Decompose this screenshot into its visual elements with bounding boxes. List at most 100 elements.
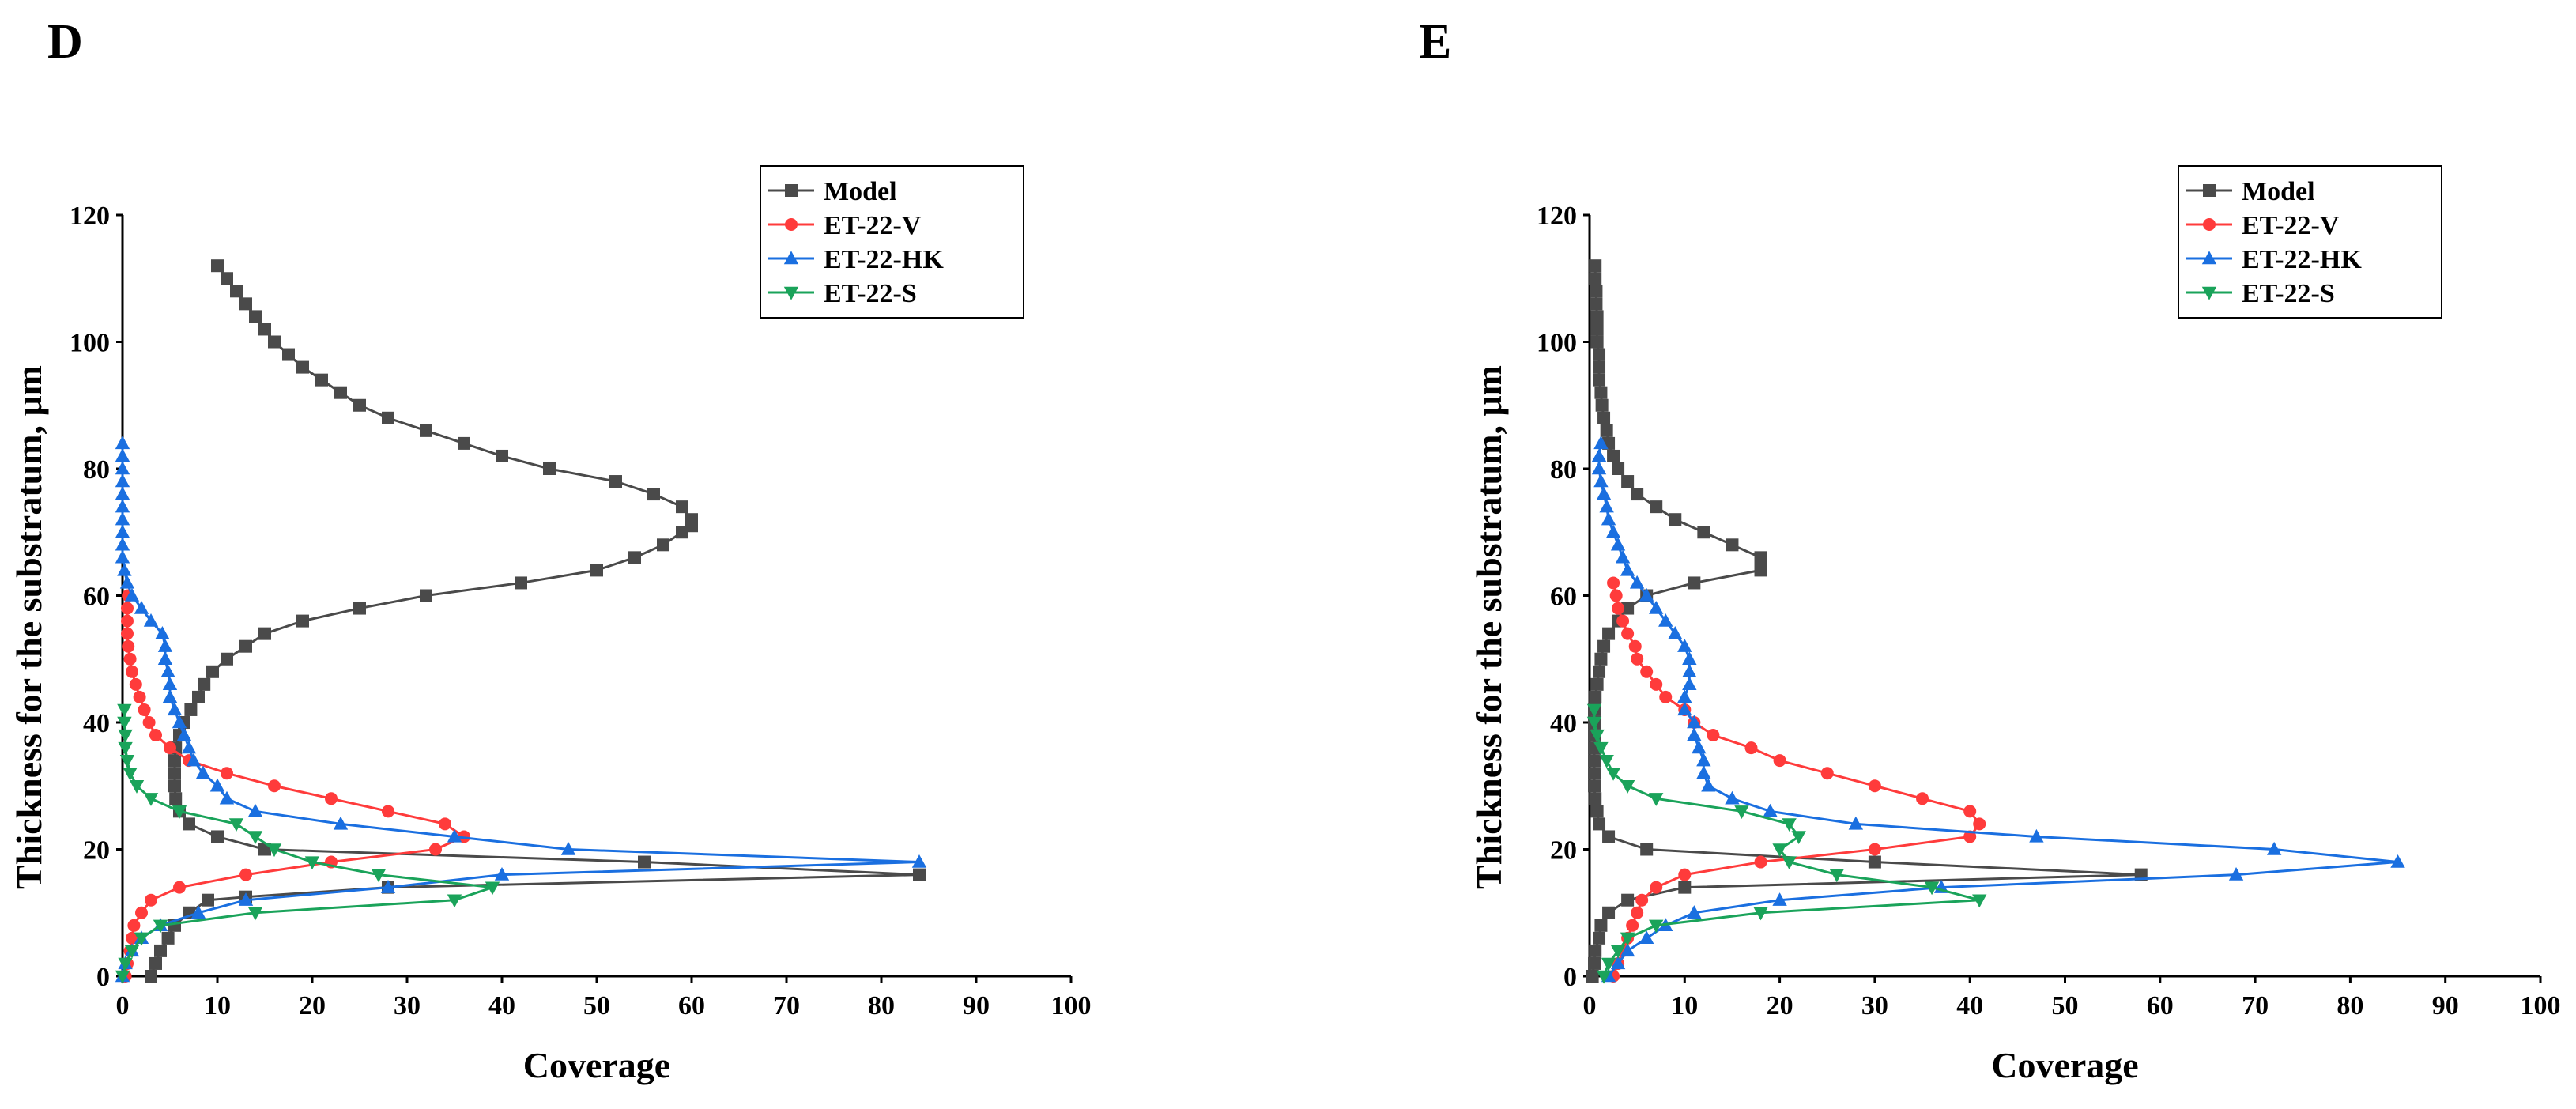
x-tick-label: 40 xyxy=(1956,991,1983,1020)
data-point xyxy=(1687,905,1702,919)
legend-label: Model xyxy=(824,177,897,206)
legend-entry: ET-22-HK xyxy=(768,245,944,274)
data-point xyxy=(1590,805,1604,818)
data-point xyxy=(296,360,309,374)
data-point xyxy=(1615,549,1631,564)
data-point xyxy=(1589,944,1602,957)
data-point xyxy=(325,792,338,805)
data-point xyxy=(162,689,178,703)
legend-label: ET-22-HK xyxy=(824,245,944,274)
data-point xyxy=(1973,817,1986,831)
data-point xyxy=(1607,576,1620,590)
data-point xyxy=(115,486,130,500)
legend-label: ET-22-HK xyxy=(2242,245,2362,274)
data-point xyxy=(447,894,462,908)
panel-e-letter: E xyxy=(1419,15,1452,69)
data-point xyxy=(1593,436,1609,450)
x-tick-label: 70 xyxy=(773,991,800,1020)
data-point xyxy=(1595,398,1609,412)
data-point xyxy=(785,218,798,231)
legend-label: Model xyxy=(2242,177,2315,206)
data-point xyxy=(429,843,442,856)
series-line xyxy=(1597,443,2400,977)
data-point xyxy=(117,562,132,576)
data-point xyxy=(195,765,211,779)
data-point xyxy=(543,462,556,475)
y-axis-label: Thickness for the substratum, μm xyxy=(9,365,49,889)
data-point xyxy=(164,741,176,755)
data-point xyxy=(118,957,133,971)
data-point xyxy=(1602,627,1616,640)
data-point xyxy=(1868,779,1881,793)
data-point xyxy=(1590,335,1604,349)
data-point xyxy=(173,881,186,894)
data-point xyxy=(192,690,205,703)
data-point xyxy=(1600,424,1613,437)
data-point xyxy=(1963,830,1977,843)
data-point xyxy=(134,932,149,946)
data-point xyxy=(1620,943,1635,957)
data-point xyxy=(1696,753,1711,767)
data-point xyxy=(1678,881,1692,894)
data-point xyxy=(1586,970,1599,983)
x-tick-label: 90 xyxy=(2432,991,2459,1020)
data-point xyxy=(1631,488,1644,501)
data-point xyxy=(172,805,187,819)
data-point xyxy=(162,677,178,691)
data-point xyxy=(211,830,224,843)
data-point xyxy=(1650,881,1663,894)
data-point xyxy=(1744,741,1758,755)
data-point xyxy=(1593,931,1606,945)
data-point xyxy=(590,564,603,577)
data-point xyxy=(186,753,202,767)
data-point xyxy=(2201,251,2217,265)
data-point xyxy=(1589,259,1602,273)
data-point xyxy=(1658,613,1673,627)
data-point xyxy=(118,729,133,743)
data-point xyxy=(157,651,173,665)
data-point xyxy=(371,869,387,883)
series-line xyxy=(1612,583,1981,977)
data-point xyxy=(209,778,225,792)
data-point xyxy=(420,424,432,437)
data-point xyxy=(1682,664,1697,677)
data-point xyxy=(133,690,146,703)
data-point xyxy=(1734,805,1749,819)
data-point xyxy=(118,741,133,756)
data-point xyxy=(268,335,281,349)
data-point xyxy=(458,436,470,450)
data-point xyxy=(1596,486,1612,500)
data-point xyxy=(1593,373,1606,387)
data-point xyxy=(123,768,138,781)
data-point xyxy=(1620,932,1635,946)
data-point xyxy=(1621,602,1635,615)
legend-entry: ET-22-HK xyxy=(2186,245,2362,274)
data-point xyxy=(1590,677,1604,691)
x-tick-label: 10 xyxy=(204,991,231,1020)
data-point xyxy=(1639,930,1654,945)
data-point xyxy=(221,652,233,666)
data-point xyxy=(1588,956,1601,970)
data-point xyxy=(1650,677,1663,691)
legend-entry: ET-22-V xyxy=(2186,211,2340,240)
data-point xyxy=(1597,639,1611,653)
data-point xyxy=(239,868,252,881)
data-point xyxy=(1616,614,1630,628)
data-point xyxy=(206,665,219,678)
data-point xyxy=(353,602,366,615)
series-et-22-v xyxy=(1607,576,1986,983)
data-point xyxy=(134,600,149,614)
y-tick-label: 40 xyxy=(83,709,110,738)
data-point xyxy=(115,499,130,513)
data-point xyxy=(628,551,641,564)
data-point xyxy=(1848,816,1864,830)
x-tick-label: 20 xyxy=(1767,991,1793,1020)
data-point xyxy=(230,285,243,298)
data-point xyxy=(115,524,130,538)
data-point xyxy=(1701,778,1716,792)
data-point xyxy=(1597,411,1611,424)
series-line xyxy=(121,709,494,977)
data-point xyxy=(168,779,181,793)
data-point xyxy=(1599,754,1614,768)
x-axis-label: Coverage xyxy=(523,1045,670,1085)
